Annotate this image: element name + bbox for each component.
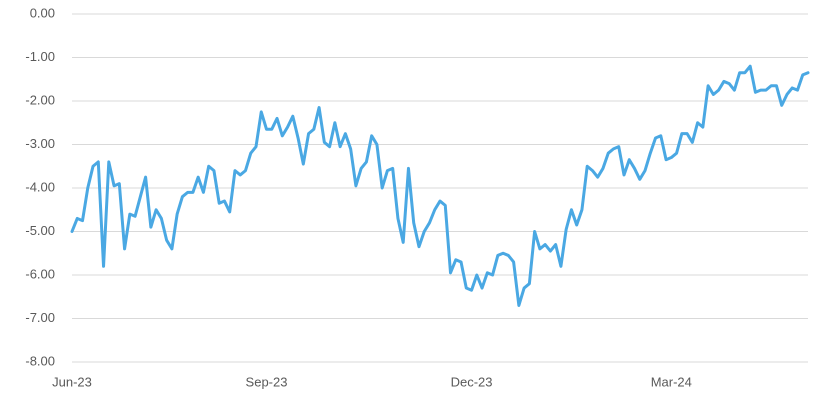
- x-tick-label: Jun-23: [52, 374, 92, 389]
- y-tick-label: -6.00: [25, 266, 55, 281]
- y-tick-label: -1.00: [25, 49, 55, 64]
- y-tick-label: -2.00: [25, 92, 55, 107]
- y-tick-label: -7.00: [25, 310, 55, 325]
- y-tick-label: -3.00: [25, 136, 55, 151]
- x-tick-label: Mar-24: [651, 374, 692, 389]
- y-tick-label: -5.00: [25, 223, 55, 238]
- x-tick-label: Sep-23: [246, 374, 288, 389]
- y-tick-label: -8.00: [25, 353, 55, 368]
- y-tick-label: -4.00: [25, 179, 55, 194]
- data-line: [70, 64, 810, 307]
- y-tick-label: 0.00: [30, 5, 55, 20]
- x-tick-label: Dec-23: [451, 374, 493, 389]
